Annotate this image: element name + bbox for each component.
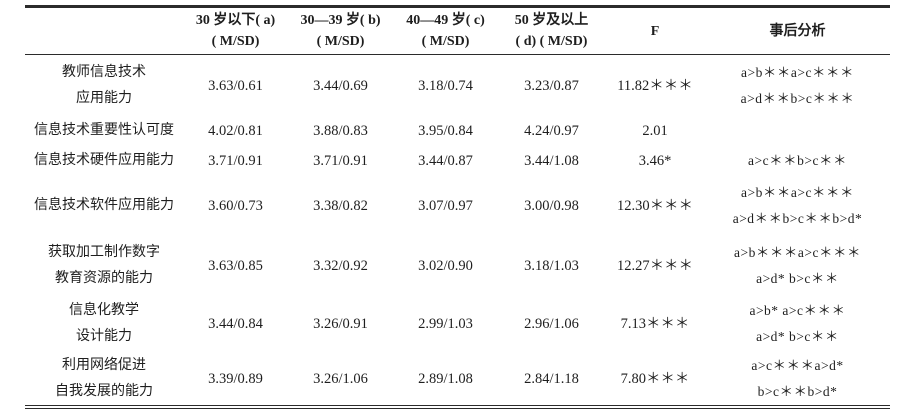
column-header-group-d: 50 岁及以上 ( d) ( M/SD) — [498, 6, 605, 55]
cell-f-value: 11.82＊＊＊ — [617, 77, 693, 94]
column-header-group-a: 30 岁以下( a) ( M/SD) — [183, 6, 288, 55]
cell-posthoc: a>b＊＊＊a>c＊＊＊ a>d* b>c＊＊ — [734, 244, 861, 286]
cell-mean-sd-d: 4.24/0.97 — [524, 123, 579, 139]
cell-mean-sd-b: 3.26/1.06 — [313, 370, 368, 387]
row-label: 信息技术重要性认可度 — [34, 123, 174, 138]
column-header-blank — [25, 6, 183, 55]
cell-posthoc: a>b* a>c＊＊＊ a>d* b>c＊＊ — [749, 303, 846, 344]
cell-f-value: 2.01 — [642, 123, 668, 139]
cell-f-value: 3.46* — [638, 152, 672, 169]
cell-mean-sd-c: 2.89/1.08 — [418, 370, 473, 387]
cell-posthoc: a>b＊＊a>c＊＊＊ a>d＊＊b>c＊＊b>d* — [732, 184, 863, 226]
cell-mean-sd-a: 3.63/0.85 — [208, 257, 263, 274]
cell-mean-sd-b: 3.38/0.82 — [313, 197, 368, 214]
cell-mean-sd-b: 3.88/0.83 — [313, 123, 368, 139]
row-label: 信息化教学 设计能力 — [69, 303, 139, 344]
cell-f-value: 7.80＊＊＊ — [620, 370, 690, 387]
cell-mean-sd-c: 3.95/0.84 — [418, 123, 473, 139]
cell-mean-sd-d: 3.23/0.87 — [524, 77, 579, 94]
row-label: 利用网络促进 自我发展的能力 — [55, 357, 153, 399]
cell-posthoc: a>c＊＊＊a>d* b>c＊＊b>d* — [751, 357, 844, 399]
column-header-posthoc: 事后分析 — [705, 6, 890, 55]
cell-mean-sd-d: 2.84/1.18 — [524, 370, 579, 387]
cell-mean-sd-d: 2.96/1.06 — [524, 316, 579, 332]
cell-mean-sd-a: 4.02/0.81 — [208, 123, 263, 139]
column-header-group-b: 30—39 岁( b) ( M/SD) — [288, 6, 393, 55]
cell-posthoc: a>b＊＊a>c＊＊＊ a>d＊＊b>c＊＊＊ — [740, 64, 855, 106]
cell-mean-sd-a: 3.63/0.61 — [208, 77, 263, 94]
table-row: 信息技术软件应用能力 3.60/0.73 3.38/0.82 3.07/0.97… — [25, 176, 890, 236]
cell-mean-sd-a: 3.60/0.73 — [208, 197, 263, 214]
table-row: 信息技术硬件应用能力 3.71/0.91 3.71/0.91 3.44/0.87… — [25, 146, 890, 176]
cell-mean-sd-c: 2.99/1.03 — [418, 316, 473, 332]
cell-mean-sd-c: 3.07/0.97 — [418, 197, 473, 214]
table-row: 利用网络促进 自我发展的能力 3.39/0.89 3.26/1.06 2.89/… — [25, 353, 890, 407]
cell-f-value: 12.27＊＊＊ — [616, 257, 694, 274]
cell-mean-sd-b: 3.32/0.92 — [313, 257, 368, 274]
row-label: 信息技术硬件应用能力 — [34, 152, 174, 168]
cell-mean-sd-d: 3.00/0.98 — [524, 197, 579, 214]
cell-mean-sd-a: 3.44/0.84 — [208, 316, 263, 332]
cell-mean-sd-b: 3.71/0.91 — [313, 152, 368, 169]
cell-f-value: 7.13＊＊＊ — [620, 316, 690, 332]
header-row: 30 岁以下( a) ( M/SD) 30—39 岁( b) ( M/SD) 4… — [25, 6, 890, 55]
cell-posthoc — [705, 117, 890, 146]
cell-mean-sd-c: 3.18/0.74 — [418, 77, 473, 94]
cell-mean-sd-d: 3.44/1.08 — [524, 152, 579, 169]
cell-mean-sd-c: 3.02/0.90 — [418, 257, 473, 274]
cell-f-value: 12.30＊＊＊ — [616, 197, 694, 214]
row-label: 获取加工制作数字 教育资源的能力 — [48, 244, 160, 286]
table-row: 信息化教学 设计能力 3.44/0.84 3.26/0.91 2.99/1.03… — [25, 296, 890, 353]
cell-posthoc: a>c＊＊b>c＊＊ — [748, 152, 847, 168]
cell-mean-sd-a: 3.39/0.89 — [208, 370, 263, 387]
row-label: 教师信息技术 应用能力 — [62, 64, 146, 106]
table-row: 获取加工制作数字 教育资源的能力 3.63/0.85 3.32/0.92 3.0… — [25, 236, 890, 296]
cell-mean-sd-b: 3.44/0.69 — [313, 77, 368, 94]
cell-mean-sd-b: 3.26/0.91 — [313, 316, 368, 332]
row-label: 信息技术软件应用能力 — [34, 197, 174, 213]
table-row: 教师信息技术 应用能力 3.63/0.61 3.44/0.69 3.18/0.7… — [25, 55, 890, 117]
cell-mean-sd-d: 3.18/1.03 — [524, 257, 579, 274]
column-header-group-c: 40—49 岁( c) ( M/SD) — [393, 6, 498, 55]
column-header-f-statistic: F — [605, 6, 705, 55]
table-row: 信息技术重要性认可度 4.02/0.81 3.88/0.83 3.95/0.84… — [25, 117, 890, 146]
anova-age-comparison-table: 30 岁以下( a) ( M/SD) 30—39 岁( b) ( M/SD) 4… — [25, 5, 890, 409]
cell-mean-sd-a: 3.71/0.91 — [208, 152, 263, 169]
cell-mean-sd-c: 3.44/0.87 — [418, 152, 473, 169]
